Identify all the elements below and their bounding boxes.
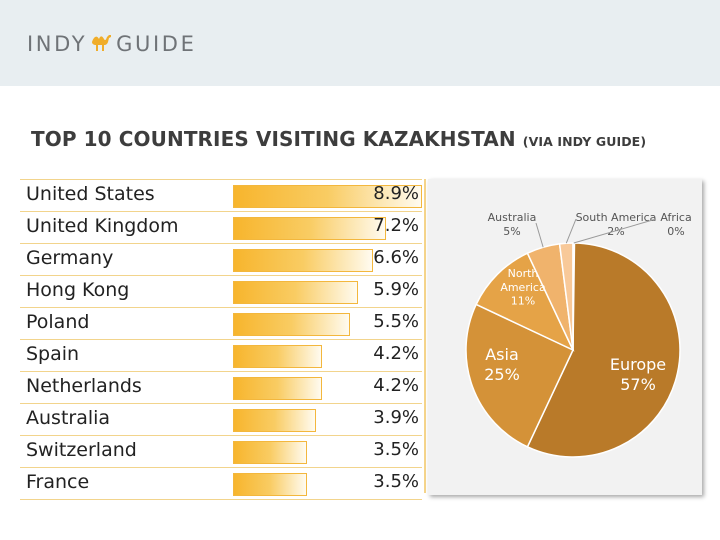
percentage-bar — [233, 249, 374, 272]
country-name: United States — [26, 183, 155, 205]
percentage-value: 8.9% — [373, 183, 419, 204]
bar-cell: 4.2% — [233, 372, 422, 403]
country-name: Spain — [26, 343, 80, 365]
pie-slice-asia — [465, 303, 574, 448]
pie-leader-line — [573, 218, 657, 244]
bar-cell: 7.2% — [233, 212, 422, 243]
percentage-value: 4.2% — [373, 375, 419, 396]
country-name: Australia — [26, 407, 111, 429]
table-row: United Kingdom 7.2% — [20, 212, 422, 244]
percentage-value: 7.2% — [373, 215, 419, 236]
table-row: Spain 4.2% — [20, 340, 422, 372]
table-row: Australia 3.9% — [20, 404, 422, 436]
percentage-value: 5.9% — [373, 279, 419, 300]
percentage-value: 3.9% — [373, 407, 419, 428]
page-title: TOP 10 COUNTRIES VISITING KAZAKHSTAN (VI… — [31, 127, 646, 151]
bar-cell: 3.5% — [233, 468, 422, 499]
pie-leader-line — [535, 222, 544, 248]
logo-text-indy: INDY — [27, 31, 88, 56]
percentage-bar — [233, 281, 359, 304]
bar-cell: 5.5% — [233, 308, 422, 339]
percentage-value: 4.2% — [373, 343, 419, 364]
region-pie-chart: Europe 57% Asia 25% North America 11% Australia… — [465, 211, 692, 458]
bar-cell: 5.9% — [233, 276, 422, 307]
pie-slice-north-america — [475, 252, 575, 352]
page-title-main: TOP 10 COUNTRIES VISITING KAZAKHSTAN — [31, 127, 516, 151]
logo-text-guide: GUIDE — [116, 31, 197, 56]
region-pie-chart-panel: Europe 57% Asia 25% North America 11% Australia… — [428, 179, 702, 495]
bar-cell: 4.2% — [233, 340, 422, 371]
pie-slice-europe — [526, 242, 681, 458]
table-row: United States 8.9% — [20, 180, 422, 212]
pie-label-asia: Asia 25% — [484, 345, 520, 384]
table-divider — [424, 179, 426, 493]
header-band: INDY GUIDE — [0, 0, 720, 86]
pie-label-australia: Australia 5% — [488, 211, 537, 238]
country-name: Poland — [26, 311, 90, 333]
percentage-bar — [233, 473, 308, 496]
percentage-value: 3.5% — [373, 439, 419, 460]
camel-icon — [90, 30, 114, 57]
country-name: Hong Kong — [26, 279, 130, 301]
pie-label-north-america: North America 11% — [500, 267, 545, 308]
country-name: Switzerland — [26, 439, 137, 461]
pie-label-south-america: South America 2% — [576, 211, 657, 238]
percentage-bar — [233, 441, 308, 464]
bar-cell: 6.6% — [233, 244, 422, 275]
country-name: Germany — [26, 247, 114, 269]
bar-cell: 3.9% — [233, 404, 422, 435]
percentage-bar — [233, 217, 386, 240]
bar-cell: 3.5% — [233, 436, 422, 467]
percentage-bar — [233, 185, 422, 208]
table-row: Poland 5.5% — [20, 308, 422, 340]
page-title-sub: (VIA INDY GUIDE) — [522, 134, 647, 149]
country-name: France — [26, 471, 90, 493]
table-row: Hong Kong 5.9% — [20, 276, 422, 308]
table-row: Germany 6.6% — [20, 244, 422, 276]
bar-cell: 8.9% — [233, 180, 422, 211]
percentage-bar — [233, 313, 350, 336]
percentage-value: 6.6% — [373, 247, 419, 268]
country-name: Netherlands — [26, 375, 142, 397]
table-row: France 3.5% — [20, 468, 422, 500]
pie-label-europe: Europe 57% — [610, 355, 666, 394]
percentage-value: 3.5% — [373, 471, 419, 492]
pie-leader-line — [565, 218, 577, 244]
country-table: United States 8.9% United Kingdom 7.2% Germa… — [20, 179, 422, 500]
percentage-bar — [233, 377, 323, 400]
table-row: Netherlands 4.2% — [20, 372, 422, 404]
percentage-value: 5.5% — [373, 311, 419, 332]
country-name: United Kingdom — [26, 215, 179, 237]
percentage-bar — [233, 409, 316, 432]
table-row: Switzerland 3.5% — [20, 436, 422, 468]
pie-label-africa: Africa 0% — [660, 211, 691, 238]
indy-guide-logo[interactable]: INDY GUIDE — [27, 30, 196, 57]
percentage-bar — [233, 345, 323, 368]
